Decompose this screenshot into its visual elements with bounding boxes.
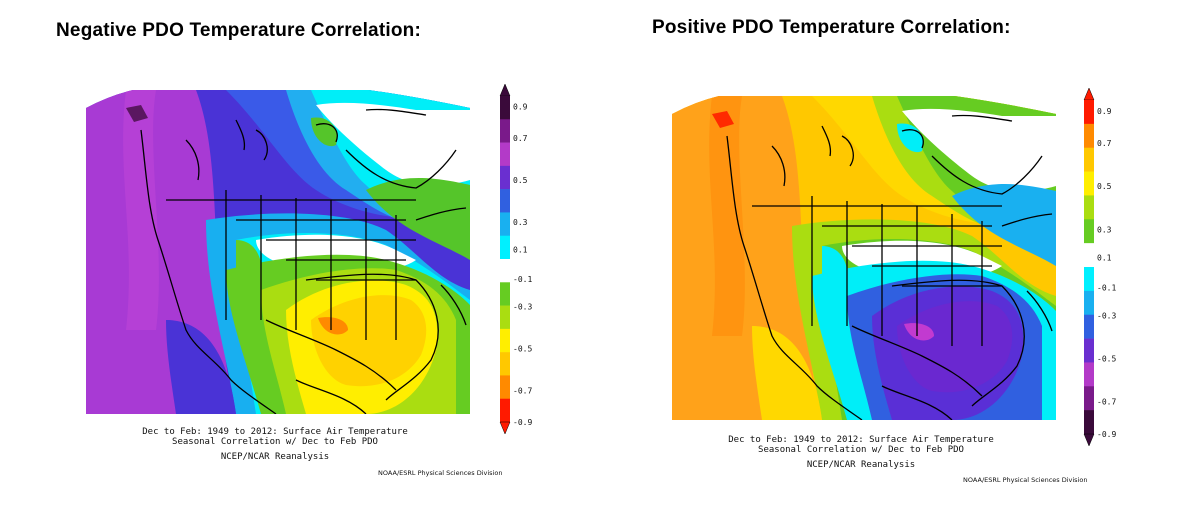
scale-tick-label: 0.9: [1097, 107, 1112, 116]
scale-segment: [1084, 314, 1094, 339]
scale-segment: [1084, 171, 1094, 196]
scale-arrow-bottom: [1083, 433, 1095, 447]
scale-segment: [1084, 147, 1094, 172]
scale-tick-label: -0.5: [513, 344, 532, 353]
caption-line-3: NCEP/NCAR Reanalysis: [220, 452, 330, 462]
scale-tick-label: -0.7: [513, 386, 532, 395]
scale-segment: [1084, 219, 1094, 244]
scale-segment: [1084, 290, 1094, 316]
negative-pdo-panel: Negative PDO Temperature Correlation:: [56, 20, 532, 477]
correlation-map: [86, 90, 470, 414]
scale-arrow-top: [1083, 88, 1095, 101]
scale-segment: [500, 259, 510, 283]
scale-tick-label: 0.5: [513, 176, 528, 185]
scale-segment: [500, 189, 510, 213]
scale-segment: [500, 235, 510, 260]
caption-line-2: Seasonal Correlation w/ Dec to Feb PDO: [758, 445, 964, 455]
scale-segment: [500, 96, 510, 120]
scale-tick-label: -0.9: [1097, 430, 1116, 439]
scale-segment: [1084, 338, 1094, 363]
panel-title: Negative PDO Temperature Correlation:: [56, 20, 421, 41]
caption-line-1: Dec to Feb: 1949 to 2012: Surface Air Te…: [728, 435, 994, 445]
scale-segment: [1084, 123, 1094, 149]
scale-tick-label: -0.5: [1097, 355, 1116, 364]
scale-tick-label: 0.3: [1097, 225, 1112, 234]
scale-tick-label: 0.7: [513, 134, 528, 143]
caption-line-3: NCEP/NCAR Reanalysis: [806, 460, 916, 470]
scale-tick-label: -0.1: [513, 275, 532, 284]
scale-tick-label: -0.9: [513, 418, 532, 427]
positive-pdo-panel: Positive PDO Temperature Correlation:: [590, 0, 1180, 522]
scale-tick-label: -0.1: [1097, 283, 1116, 292]
scale-segment: [1084, 362, 1094, 387]
scale-arrow-bottom: [499, 421, 511, 434]
scale-segment: [500, 375, 510, 400]
map-caption: Dec to Feb: 1949 to 2012: Surface Air Te…: [125, 427, 425, 462]
scale-segment: [1084, 100, 1094, 125]
scale-segment: [1084, 195, 1094, 220]
scale-tick-label: -0.3: [1097, 311, 1116, 320]
scale-segment: [1084, 267, 1094, 292]
scale-tick-label: -0.7: [1097, 398, 1116, 407]
correlation-map: [672, 96, 1056, 420]
scale-segment: [500, 352, 510, 376]
scale-segment: [500, 282, 510, 306]
color-scale-bar: 0.9 0.7 0.5 0.3 0.1 -0.1 -0.3 -0.5 -0.7 -0.9: [499, 84, 532, 434]
scale-segment: [500, 305, 510, 330]
map-caption: Dec to Feb: 1949 to 2012: Surface Air Te…: [711, 435, 1011, 470]
scale-arrow-top: [499, 84, 511, 97]
scale-segment: [500, 328, 510, 353]
scale-tick-label: 0.9: [513, 103, 528, 112]
caption-line-1: Dec to Feb: 1949 to 2012: Surface Air Te…: [142, 427, 408, 437]
scale-segment: [500, 212, 510, 237]
scale-tick-label: 0.7: [1097, 139, 1112, 148]
scale-segment: [1084, 410, 1094, 435]
color-scale-bar: 0.9 0.7 0.5 0.3 0.1 -0.1 -0.3 -0.5 -0.7 -0.9: [1083, 88, 1116, 447]
scale-tick-label: 0.5: [1097, 182, 1112, 191]
scale-segment: [1084, 386, 1094, 411]
panel-title: Positive PDO Temperature Correlation:: [652, 17, 1011, 38]
scale-segment: [500, 398, 510, 423]
scale-tick-label: 0.3: [513, 218, 528, 227]
scale-segment: [1084, 243, 1094, 268]
scale-segment: [500, 165, 510, 190]
scale-segment: [500, 119, 510, 143]
scale-tick-label: 0.1: [1097, 253, 1112, 262]
scale-segment: [500, 142, 510, 167]
credit-text: NOAA/ESRL Physical Sciences Division: [963, 476, 1088, 484]
scale-tick-label: 0.1: [513, 246, 528, 255]
caption-line-2: Seasonal Correlation w/ Dec to Feb PDO: [172, 437, 378, 447]
scale-tick-label: -0.3: [513, 302, 532, 311]
credit-text: NOAA/ESRL Physical Sciences Division: [378, 469, 503, 477]
